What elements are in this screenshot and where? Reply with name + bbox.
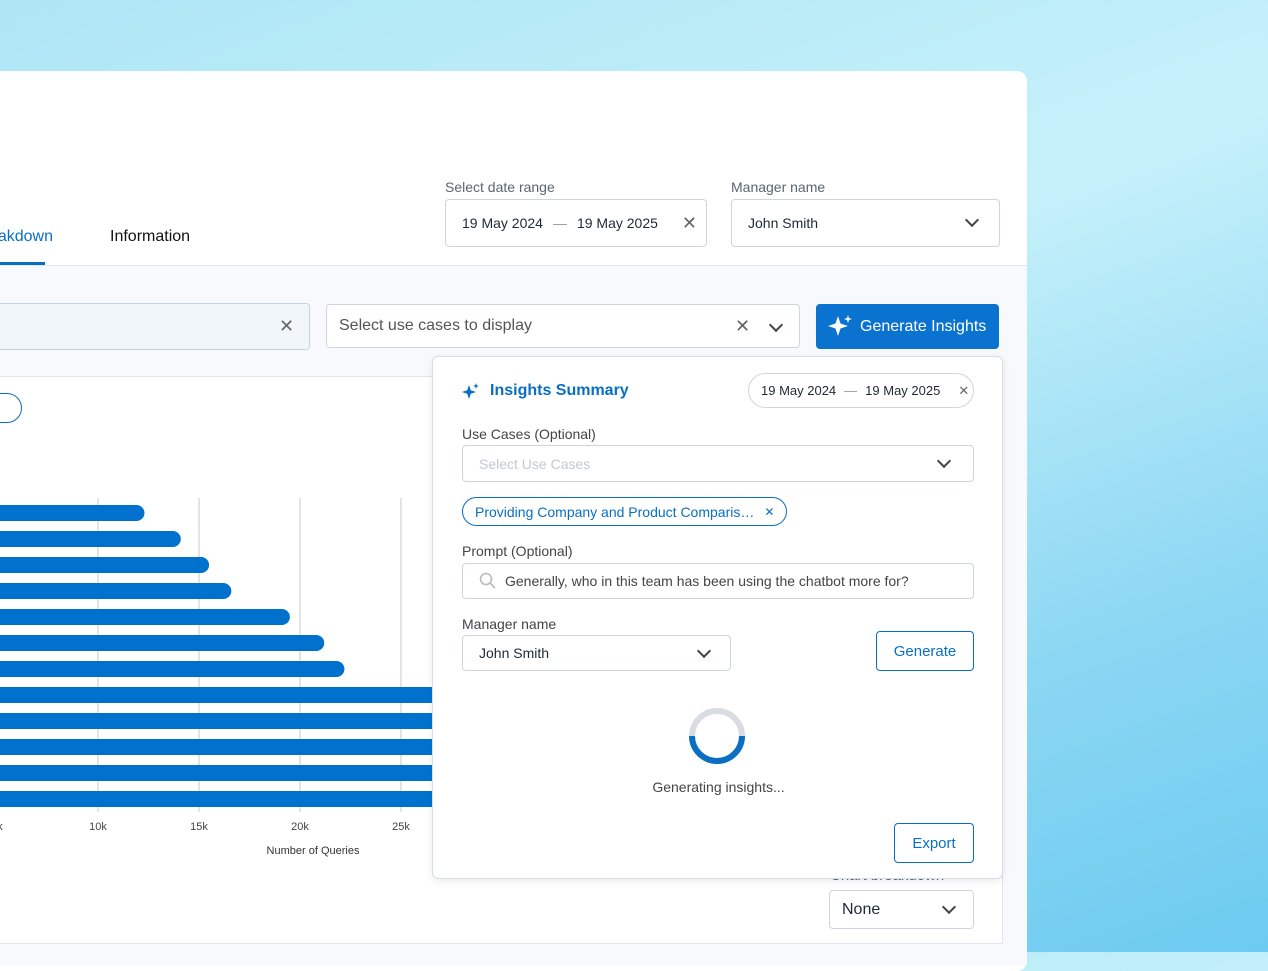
- generate-button[interactable]: Generate: [876, 631, 974, 671]
- prompt-value: Generally, who in this team has been usi…: [505, 573, 909, 589]
- date-label: Select date range: [445, 179, 555, 195]
- export-button[interactable]: Export: [894, 823, 974, 863]
- bar: [0, 531, 181, 547]
- x-tick-label: 20k: [291, 821, 309, 833]
- manager-select[interactable]: John Smith: [731, 199, 1000, 247]
- bar: [0, 557, 210, 573]
- date-start: 19 May 2024: [462, 215, 543, 231]
- date-end: 19 May 2025: [576, 215, 658, 231]
- bar: [0, 583, 232, 599]
- tab-underline: [0, 262, 45, 265]
- use-case-chip[interactable]: Providing Company and Product Comparis… ✕: [462, 497, 788, 526]
- x-axis-label: Number of Queries: [267, 845, 360, 857]
- date-chip[interactable]: 19 May 2024—19 May 2025 ✕: [748, 373, 974, 408]
- tab[interactable]: Information: [110, 228, 191, 245]
- bar: [0, 713, 472, 729]
- bar: [0, 505, 145, 521]
- breakdown-value: None: [842, 900, 881, 918]
- prompt-input[interactable]: Generally, who in this team has been usi…: [462, 563, 974, 599]
- bar: [0, 661, 345, 677]
- generate-insights-button[interactable]: Generate Insights: [816, 304, 999, 349]
- placeholder: Select Use Cases: [479, 455, 591, 472]
- manager-value: John Smith: [748, 215, 819, 231]
- search-input[interactable]: ✕: [0, 303, 310, 350]
- bar: [0, 765, 492, 781]
- dash: —: [552, 215, 567, 231]
- x-tick-label: 25k: [392, 821, 410, 833]
- date-start: 19 May 2024: [761, 383, 837, 398]
- manager-value: John Smith: [479, 645, 550, 661]
- x-tick-label: 5k: [0, 821, 3, 833]
- sparkle-icon: [462, 383, 479, 399]
- insights-panel: Insights Summary 19 May 2024—19 May 2025…: [432, 356, 1003, 879]
- field-label: Use Cases (Optional): [462, 426, 596, 442]
- manager-select[interactable]: John Smith: [462, 635, 731, 671]
- panel-title: Insights Summary: [490, 382, 629, 399]
- use-case-select[interactable]: Select use cases to display ✕: [326, 304, 800, 348]
- chip-label: Providing Company and Product Comparis…: [475, 503, 755, 520]
- clear-icon[interactable]: ✕: [681, 212, 697, 233]
- breakdown-select[interactable]: None: [829, 890, 974, 929]
- date-range[interactable]: 19 May 2024 — 19 May 2025 ✕: [445, 199, 707, 247]
- use-cases-select[interactable]: Select Use Cases: [462, 445, 974, 482]
- status-text: Generating insights...: [652, 779, 785, 795]
- spinner: [689, 708, 745, 764]
- button-label: Generate Insights: [860, 317, 987, 335]
- bar: [0, 635, 325, 651]
- sparkle-icon: [828, 315, 852, 336]
- x-tick-label: 10k: [89, 821, 107, 833]
- bar: [0, 609, 290, 625]
- placeholder: Select use cases to display: [339, 317, 532, 334]
- x-tick-label: 15k: [190, 821, 208, 833]
- manager-label: Manager name: [731, 179, 826, 195]
- field-label: Manager name: [462, 616, 557, 632]
- date-end: 19 May 2025: [865, 383, 941, 398]
- bar: [0, 791, 502, 807]
- bar: [0, 739, 482, 755]
- bar: [0, 687, 462, 703]
- tab[interactable]: Breakdown: [0, 228, 53, 245]
- field-label: Prompt (Optional): [462, 543, 573, 559]
